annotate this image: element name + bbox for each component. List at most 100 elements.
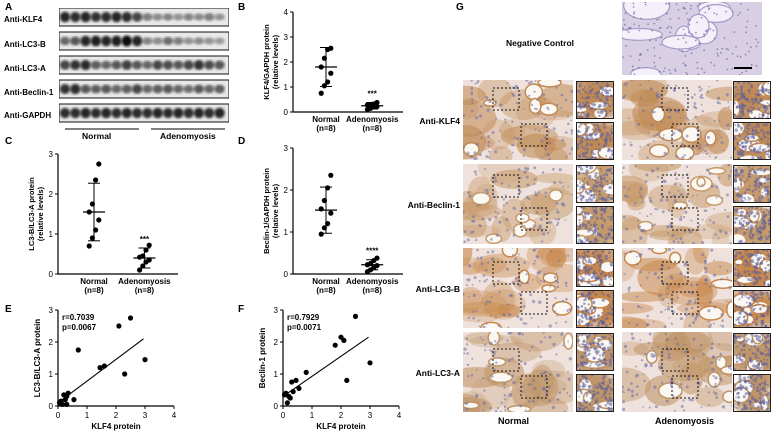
blot-band bbox=[121, 107, 132, 119]
data-point bbox=[318, 90, 324, 96]
data-point bbox=[293, 377, 299, 383]
zoom-region bbox=[520, 375, 548, 399]
regression-line bbox=[57, 338, 144, 404]
data-point bbox=[328, 172, 334, 178]
data-point bbox=[328, 70, 334, 76]
ihc-zoom-inset bbox=[576, 165, 614, 203]
data-point bbox=[122, 371, 128, 377]
data-point bbox=[146, 257, 152, 263]
blot-band bbox=[162, 36, 174, 46]
blot-label-gapdh: Anti-GAPDH bbox=[4, 111, 52, 120]
y-tick-label: 1 bbox=[284, 228, 289, 237]
blot-band bbox=[152, 107, 163, 119]
blot-band bbox=[183, 84, 194, 94]
y-tick-label: 3 bbox=[284, 144, 289, 153]
ihc-zoom-inset bbox=[733, 374, 771, 412]
y-tick-label: 4 bbox=[284, 8, 289, 17]
blot-band bbox=[131, 35, 143, 47]
y-axis-label: LC3-B/LC3-A protein bbox=[33, 319, 42, 397]
ihc-row-label: Anti-Beclin-1 bbox=[407, 200, 460, 210]
y-tick-label: 2 bbox=[284, 186, 289, 195]
data-point bbox=[303, 369, 309, 375]
blot-band bbox=[111, 60, 122, 70]
blot-band bbox=[131, 60, 143, 70]
blot-band bbox=[121, 35, 132, 47]
data-point bbox=[116, 323, 122, 329]
data-point bbox=[318, 231, 324, 237]
blot-band bbox=[80, 35, 91, 47]
x-tick-label: 0 bbox=[56, 411, 61, 420]
negative-control-label: Negative Control bbox=[505, 38, 574, 48]
blot-band bbox=[142, 13, 153, 21]
data-point bbox=[97, 365, 103, 371]
data-point bbox=[64, 401, 70, 407]
category-label: Adenomyosis bbox=[346, 115, 399, 124]
blot-band bbox=[101, 11, 112, 23]
zoom-region bbox=[492, 174, 520, 198]
blot-band bbox=[214, 84, 225, 94]
blot-band bbox=[131, 84, 143, 94]
panel-letter-d: D bbox=[238, 136, 246, 147]
blot-label-klf4: Anti-KLF4 bbox=[4, 15, 43, 24]
y-tick-label: 3 bbox=[284, 33, 289, 42]
blot-band bbox=[111, 84, 122, 94]
blot-band bbox=[183, 60, 194, 70]
western-blot-image bbox=[59, 8, 229, 123]
blot-band bbox=[162, 107, 174, 119]
blot-band bbox=[59, 36, 71, 46]
panel-letter-g: G bbox=[456, 2, 464, 13]
blot-band bbox=[59, 60, 71, 70]
y-tick-label: 1 bbox=[274, 370, 279, 379]
blot-band bbox=[80, 59, 91, 71]
data-point bbox=[101, 363, 107, 369]
zoom-region bbox=[520, 291, 548, 315]
x-tick-label: 3 bbox=[143, 411, 148, 420]
blot-band bbox=[142, 84, 153, 94]
ihc-zoom-inset bbox=[733, 165, 771, 203]
y-tick-label: 1 bbox=[49, 370, 54, 379]
blot-band bbox=[183, 107, 194, 119]
blot-band bbox=[204, 37, 215, 45]
zoom-region bbox=[520, 123, 548, 147]
blot-band bbox=[142, 107, 153, 119]
ihc-zoom-inset bbox=[733, 249, 771, 287]
zoom-region bbox=[671, 375, 699, 399]
blot-band bbox=[90, 35, 102, 47]
blot-band bbox=[59, 107, 71, 119]
ihc-main-image bbox=[463, 248, 573, 328]
data-point bbox=[284, 400, 290, 406]
ihc-zoom-inset bbox=[733, 333, 771, 371]
data-point bbox=[75, 347, 81, 353]
chart-c-lc3b-lc3a: 0 1 2 3 LC3-B/LC3-A protein (relative levels)… bbox=[27, 150, 178, 295]
blot-band bbox=[204, 107, 215, 119]
zoom-region bbox=[661, 348, 689, 372]
ihc-zoom-inset bbox=[576, 206, 614, 244]
category-label: Normal bbox=[80, 277, 108, 286]
x-axis-label: KLF4 protein bbox=[91, 422, 140, 431]
blot-band bbox=[70, 11, 81, 23]
ihc-column-adenomyosis: Adenomyosis bbox=[655, 416, 715, 426]
chart-b-klf4-gapdh: 0 1 2 3 4 KLF4/GAPDH protein (relative levels)… bbox=[262, 8, 403, 133]
category-label: (n=8) bbox=[363, 286, 383, 295]
ihc-row-label: Anti-KLF4 bbox=[419, 116, 460, 126]
x-tick-label: 4 bbox=[397, 411, 402, 420]
zoom-region bbox=[520, 207, 548, 231]
negative-control-image bbox=[622, 2, 762, 75]
blot-band bbox=[111, 107, 122, 119]
blot-band bbox=[70, 107, 81, 119]
data-point bbox=[287, 395, 293, 401]
category-label: Adenomyosis bbox=[346, 277, 399, 286]
ihc-main-image bbox=[622, 164, 732, 244]
correlation-stat: p=0.0067 bbox=[62, 323, 97, 332]
blot-band bbox=[162, 60, 174, 70]
y-axis-label: Beclin-1/GAPDH protein bbox=[262, 168, 271, 254]
blot-band bbox=[70, 83, 81, 95]
blot-band bbox=[121, 11, 132, 23]
y-tick-label: 1 bbox=[284, 83, 289, 92]
ihc-main-image bbox=[463, 332, 573, 412]
panel-letter-a: A bbox=[5, 2, 13, 13]
y-axis-label: LC3-B/LC3-A protein bbox=[27, 177, 36, 251]
zoom-region bbox=[661, 87, 689, 111]
blot-band bbox=[90, 12, 102, 22]
blot-band bbox=[152, 60, 163, 70]
